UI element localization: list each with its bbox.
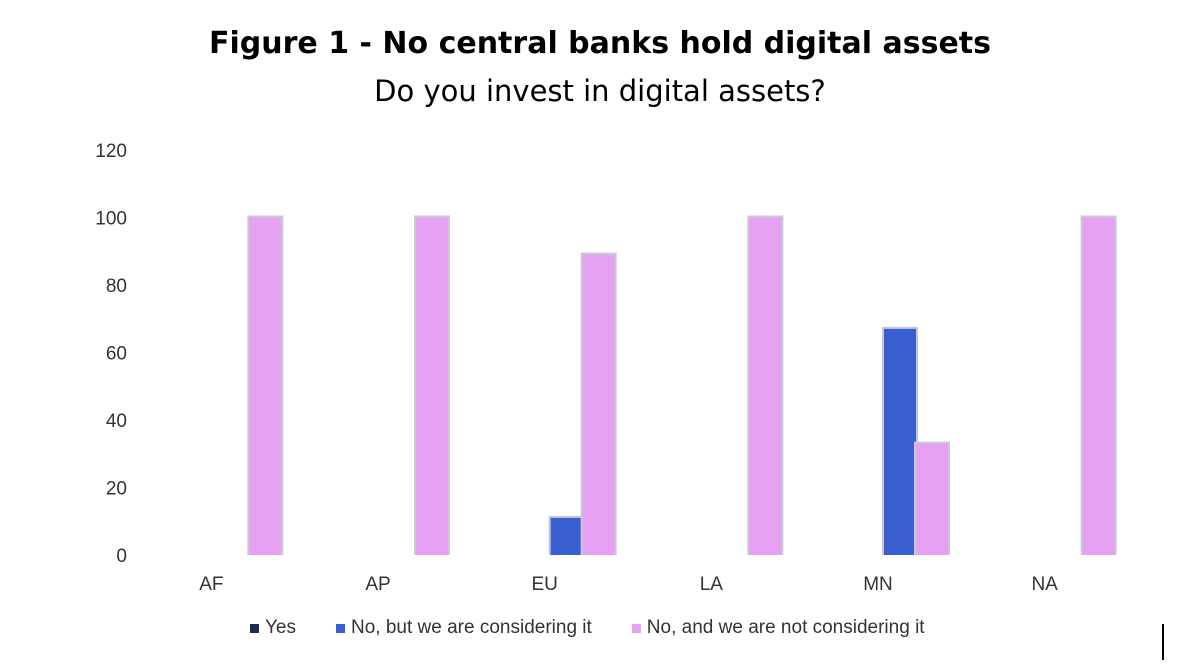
chart-title: Figure 1 - No central banks hold digital… bbox=[209, 26, 991, 61]
x-tick-label: MN bbox=[863, 574, 893, 595]
chart-legend: Yes No, but we are considering it No, an… bbox=[250, 617, 925, 639]
y-tick-label: 80 bbox=[106, 276, 127, 297]
x-tick-label: AP bbox=[365, 574, 390, 595]
y-tick-label: 0 bbox=[116, 546, 127, 567]
x-tick-label: NA bbox=[1031, 574, 1058, 595]
y-tick-label: 20 bbox=[106, 479, 127, 500]
legend-item-not-considering: No, and we are not considering it bbox=[631, 617, 925, 639]
x-tick-label: LA bbox=[700, 574, 724, 595]
y-tick-label: 40 bbox=[106, 411, 127, 432]
bar-af-series-2 bbox=[249, 217, 282, 555]
bar-mn-series-1 bbox=[884, 328, 916, 555]
bar-ap-series-2 bbox=[416, 217, 448, 555]
y-tick-label: 60 bbox=[106, 344, 127, 365]
legend-item-considering: No, but we are considering it bbox=[336, 617, 592, 639]
bar-eu-series-2 bbox=[582, 254, 615, 555]
x-tick-label: AF bbox=[199, 574, 223, 595]
legend-label-yes: Yes bbox=[265, 617, 296, 638]
legend-item-yes: Yes bbox=[250, 617, 296, 639]
y-tick-label: 120 bbox=[95, 141, 127, 162]
legend-swatch-not-considering bbox=[631, 623, 641, 633]
y-tick-label: 100 bbox=[95, 209, 127, 230]
bar-la-series-2 bbox=[749, 217, 782, 555]
chart-subtitle: Do you invest in digital assets? bbox=[374, 74, 826, 108]
bar-eu-series-1 bbox=[550, 517, 583, 555]
legend-swatch-considering bbox=[336, 623, 345, 633]
bar-na-series-2 bbox=[1082, 217, 1115, 555]
legend-label-not-considering: No, and we are not considering it bbox=[646, 617, 925, 638]
legend-label-considering: No, but we are considering it bbox=[351, 617, 592, 638]
bar-mn-series-2 bbox=[916, 443, 948, 555]
text-cursor bbox=[1162, 624, 1164, 660]
x-tick-label: EU bbox=[531, 574, 557, 595]
legend-swatch-yes bbox=[250, 623, 259, 633]
